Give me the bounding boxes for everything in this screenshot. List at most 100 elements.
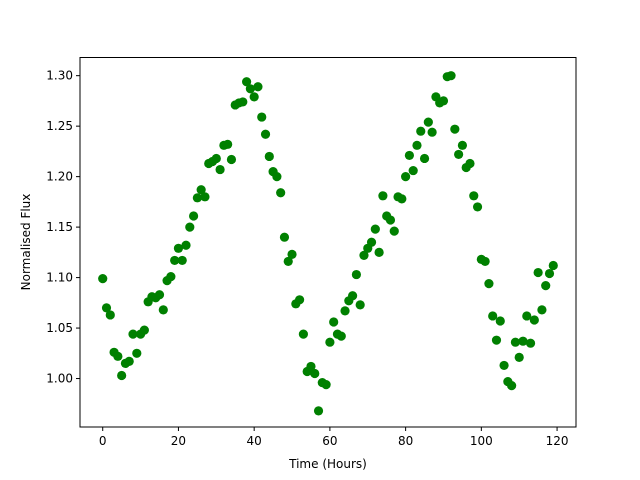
x-tick-label: 40 (247, 434, 262, 448)
data-point (514, 352, 524, 362)
data-point (238, 97, 248, 107)
data-point (488, 311, 498, 321)
data-point (154, 290, 165, 300)
data-point (533, 267, 543, 278)
data-point (313, 406, 324, 416)
data-point (507, 381, 517, 391)
data-point (401, 172, 411, 182)
data-point (427, 127, 437, 137)
data-point (283, 256, 293, 267)
data-points (98, 71, 558, 416)
data-point (389, 226, 399, 236)
data-point (469, 191, 479, 201)
data-point (404, 150, 414, 161)
data-point (170, 255, 180, 266)
data-point (465, 158, 475, 169)
x-tick-label: 100 (470, 434, 493, 448)
data-point (457, 140, 468, 150)
data-point (541, 281, 551, 291)
data-point (310, 368, 320, 379)
data-point (196, 185, 206, 195)
data-point (264, 151, 274, 162)
data-point (101, 303, 112, 313)
data-point (419, 153, 430, 164)
data-point (257, 112, 267, 122)
data-point (215, 164, 225, 175)
data-point (295, 295, 305, 305)
data-point (124, 356, 134, 366)
data-point (378, 191, 388, 201)
data-point (272, 172, 282, 182)
data-point (518, 336, 528, 346)
data-point (412, 140, 422, 150)
y-tick-label: 1.20 (46, 170, 73, 184)
data-point (166, 271, 176, 282)
x-axis-label: Time (Hours) (288, 457, 367, 471)
data-point (472, 202, 483, 212)
data-point (340, 306, 350, 316)
y-tick-label: 1.15 (46, 220, 73, 234)
data-point (139, 325, 149, 335)
data-point (223, 139, 233, 149)
data-point (529, 315, 539, 325)
y-tick-label: 1.00 (46, 372, 73, 386)
data-point (446, 71, 456, 81)
data-point (245, 84, 255, 94)
data-point (226, 154, 237, 165)
data-point (128, 329, 138, 339)
data-point (105, 310, 115, 320)
data-point (510, 337, 521, 347)
data-point (188, 211, 199, 221)
data-point (298, 329, 308, 339)
data-point (351, 269, 361, 280)
data-point (113, 351, 123, 361)
y-tick-label: 1.25 (46, 119, 73, 133)
x-tick-label: 20 (171, 434, 186, 448)
data-point (348, 291, 358, 301)
data-point (480, 256, 490, 267)
data-point (253, 82, 263, 92)
data-point (408, 165, 418, 176)
data-point (544, 268, 555, 279)
data-point (200, 192, 210, 202)
data-point (173, 243, 184, 253)
data-point (276, 188, 286, 198)
data-point (438, 96, 449, 106)
data-point (416, 126, 426, 136)
x-axis-ticks: 0 20 40 60 80 100 120 (99, 427, 569, 448)
data-point (132, 348, 142, 358)
data-point (374, 247, 384, 257)
data-point (158, 305, 168, 315)
data-point (548, 260, 558, 271)
data-point (525, 338, 536, 348)
data-point (325, 337, 335, 347)
data-point (522, 311, 532, 321)
y-axis-ticks: 1.00 1.05 1.10 1.15 1.20 1.25 1.30 (46, 69, 80, 386)
data-point (249, 92, 259, 102)
y-tick-label: 1.30 (46, 69, 73, 83)
data-point (359, 250, 369, 260)
plot-frame (79, 57, 577, 428)
data-point (450, 124, 460, 134)
data-point (537, 305, 547, 315)
x-tick-label: 120 (546, 434, 569, 448)
data-point (242, 77, 252, 87)
y-tick-label: 1.05 (46, 321, 73, 335)
data-point (423, 117, 433, 127)
x-tick-label: 80 (398, 434, 413, 448)
x-tick-label: 0 (99, 434, 107, 448)
x-tick-label: 60 (322, 434, 337, 448)
data-point (366, 237, 377, 247)
y-tick-label: 1.10 (46, 271, 73, 285)
data-point (397, 194, 407, 204)
data-point (329, 317, 339, 327)
data-point (117, 370, 127, 381)
data-point (491, 335, 502, 345)
data-point (454, 149, 464, 160)
data-point (185, 222, 195, 232)
data-point (321, 380, 331, 390)
data-point (355, 300, 365, 310)
data-point (279, 232, 290, 242)
